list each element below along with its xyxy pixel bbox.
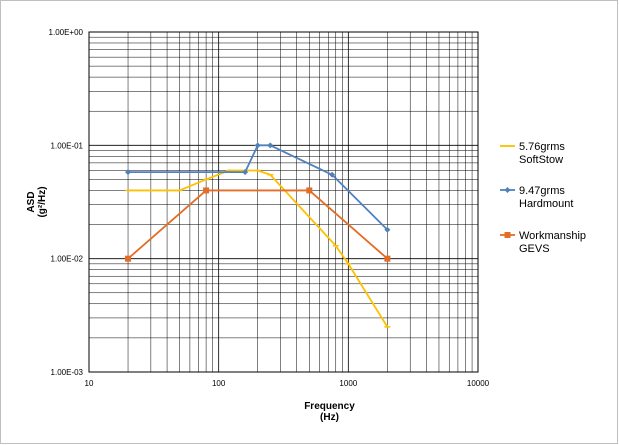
legend-marker (505, 232, 511, 238)
y-tick-label: 1.00E-01 (51, 141, 84, 150)
grid-lines (89, 32, 478, 372)
y-tick-label: 1.00E-02 (51, 255, 84, 264)
legend-label-line1: Workmanship (519, 230, 586, 242)
legend-label-line1: 9.47grms (519, 185, 565, 197)
y-tick-label: 1.00E+00 (49, 28, 84, 37)
data-point (306, 187, 312, 193)
data-point (267, 142, 273, 148)
y-axis-unit: (g²/Hz) (37, 186, 48, 217)
data-point (125, 256, 131, 262)
plot-area (89, 32, 478, 372)
y-axis-title: ASD (26, 191, 37, 212)
x-tick-label: 100 (212, 379, 226, 388)
x-tick-label: 10000 (467, 379, 490, 388)
data-point (125, 169, 131, 175)
data-point (384, 256, 390, 262)
legend-label-line2: GEVS (519, 243, 550, 255)
legend-label-line2: SoftStow (519, 154, 563, 166)
y-axis-ticks: 1.00E-03 1.00E-02 1.00E-01 1.00E+00 (49, 28, 84, 377)
x-axis-unit: (Hz) (320, 412, 339, 423)
y-tick-label: 1.00E-03 (51, 368, 84, 377)
data-point (203, 187, 209, 193)
x-tick-label: 1000 (339, 379, 357, 388)
legend-label-line1: 5.76grms (519, 141, 565, 153)
x-tick-label: 10 (85, 379, 94, 388)
legend-marker (505, 187, 511, 193)
x-axis-ticks: 10 100 1000 10000 (85, 379, 490, 388)
legend-label-line2: Hardmount (519, 198, 573, 210)
x-axis-title: Frequency (304, 401, 355, 412)
data-point (255, 142, 261, 148)
